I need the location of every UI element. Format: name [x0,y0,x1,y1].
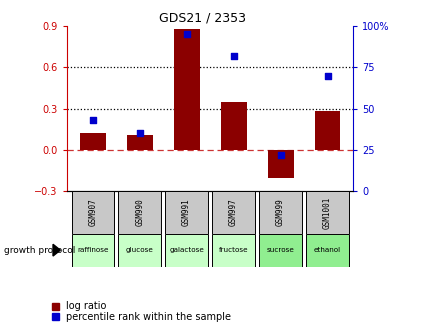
Point [136,131,143,136]
Bar [173,29,199,150]
Bar [71,191,114,234]
Text: raffinose: raffinose [77,247,108,253]
Bar [267,150,293,178]
Bar [126,135,152,150]
Text: GSM907: GSM907 [88,199,97,226]
Bar [118,234,160,267]
Bar [220,102,246,150]
Polygon shape [53,244,60,256]
Point [323,73,330,78]
Point [230,53,236,59]
Text: GSM997: GSM997 [229,199,237,226]
Bar [165,191,207,234]
Text: percentile rank within the sample: percentile rank within the sample [66,312,230,322]
Point [183,32,190,37]
Bar [52,313,59,320]
Text: fructose: fructose [218,247,248,253]
Bar [306,234,348,267]
Bar [80,133,105,150]
Text: growth protocol: growth protocol [4,246,76,255]
Point [89,118,96,123]
Bar [306,191,348,234]
Bar [259,234,301,267]
Bar [71,234,114,267]
Text: GSM991: GSM991 [182,199,190,226]
Bar [118,191,160,234]
Text: galactose: galactose [169,247,203,253]
Text: GDS21 / 2353: GDS21 / 2353 [159,11,246,25]
Text: GSM999: GSM999 [276,199,284,226]
Bar [212,191,254,234]
Text: ethanol: ethanol [313,247,341,253]
Text: sucrose: sucrose [266,247,294,253]
Bar [165,234,207,267]
Text: log ratio: log ratio [66,301,106,311]
Text: glucose: glucose [126,247,153,253]
Point [276,152,283,158]
Text: GSM990: GSM990 [135,199,144,226]
Bar [52,303,59,310]
Text: GSM1001: GSM1001 [322,196,331,229]
Bar [314,112,340,150]
Bar [259,191,301,234]
Bar [212,234,254,267]
